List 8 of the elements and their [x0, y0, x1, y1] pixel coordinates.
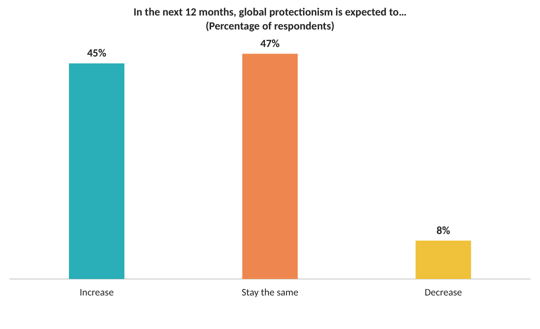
- x-tick-label: Stay the same: [242, 286, 298, 298]
- data-label: 47%: [260, 37, 280, 50]
- x-tick-label: Decrease: [424, 286, 462, 298]
- chart-subtitle: (Percentage of respondents): [206, 20, 334, 33]
- data-label: 8%: [436, 224, 450, 237]
- data-label: 45%: [87, 46, 106, 60]
- chart-title: In the next 12 months, global protectionism is expected to…: [133, 5, 407, 18]
- x-tick-label: Increase: [80, 286, 114, 298]
